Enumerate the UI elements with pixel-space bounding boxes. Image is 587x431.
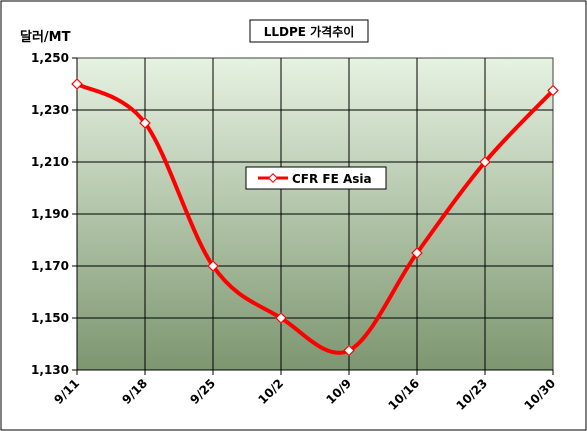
data-point-marker — [71, 78, 83, 90]
y-tick-label: 1,190 — [31, 207, 69, 221]
data-point-marker — [411, 247, 423, 259]
y-tick-label: 1,250 — [31, 51, 69, 65]
y-tick-label: 1,130 — [31, 363, 69, 377]
y-tick-label: 1,150 — [31, 311, 69, 325]
data-point-marker — [139, 117, 151, 129]
data-point-marker — [343, 344, 355, 357]
y-axis-label: 달러/MT — [20, 29, 71, 45]
legend-marker — [268, 173, 278, 183]
legend-box — [245, 166, 387, 190]
legend: CFR FE Asia — [245, 166, 387, 190]
data-point-marker — [207, 260, 219, 272]
y-tick-label: 1,170 — [31, 259, 69, 273]
data-point-marker — [275, 312, 287, 324]
series-layer — [71, 78, 559, 357]
chart-title-box: LLDPE 가격추이 — [249, 19, 369, 43]
axes — [72, 57, 554, 375]
data-point-marker — [547, 84, 559, 97]
series-line-cfr-fe-asia — [75, 82, 555, 355]
y-tick-labels: 1,130 1,150 1,170 1,190 1,210 1,230 1,250 — [31, 51, 69, 377]
y-tick-label: 1,210 — [31, 155, 69, 169]
legend-label-cfr-fe-asia: CFR FE Asia — [292, 172, 372, 186]
data-point-marker — [479, 156, 491, 168]
chart-title: LLDPE 가격추이 — [264, 24, 355, 39]
y-tick-label: 1,230 — [31, 103, 69, 117]
